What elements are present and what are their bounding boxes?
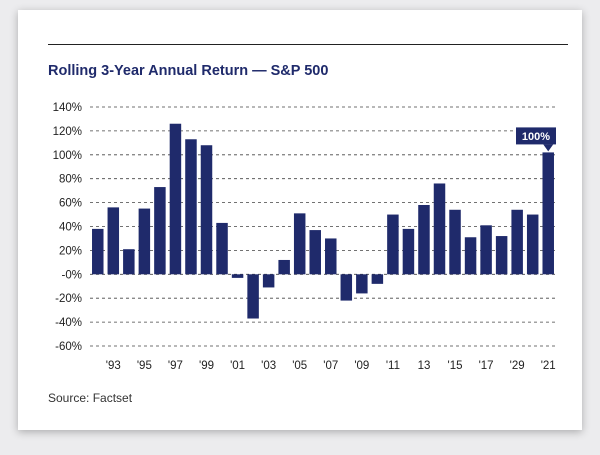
bar — [169, 123, 182, 275]
x-tick-label: '93 — [106, 360, 121, 372]
bar — [418, 204, 430, 275]
chart-card: Rolling 3-Year Annual Return — S&P 500 S… — [18, 10, 582, 430]
y-tick-label: 80% — [59, 174, 82, 186]
bar — [495, 236, 508, 275]
callout-pointer — [543, 144, 554, 152]
x-tick-label: '97 — [168, 360, 183, 372]
bar — [107, 207, 120, 275]
bar-chart: 140%120%100%80%60%40%20%-0%-20%-40%-60% … — [53, 102, 556, 372]
x-tick-label: '03 — [261, 360, 276, 372]
bar — [231, 274, 244, 278]
bar — [402, 228, 415, 275]
x-tick-label: '09 — [354, 360, 369, 372]
bar — [480, 225, 492, 275]
bar — [262, 274, 275, 288]
bar — [371, 274, 384, 284]
bar — [542, 152, 554, 275]
x-tick-label: '95 — [137, 360, 152, 372]
bar — [278, 259, 290, 275]
y-tick-label: -20% — [55, 293, 82, 305]
x-tick-label: '07 — [323, 360, 338, 372]
x-tick-label: '01 — [230, 360, 245, 372]
bar — [92, 228, 104, 275]
x-axis-ticks: '93 '95 '97 '99 '01 '03 '05 '07 '09 '11 13 '15 '17 '2… — [106, 360, 556, 372]
callout-box — [516, 127, 556, 145]
top-rule — [48, 44, 568, 45]
bar — [185, 139, 197, 275]
annotations: 100% — [516, 127, 556, 152]
x-tick-label: '21 — [541, 360, 556, 372]
x-tick-label: '05 — [292, 360, 307, 372]
bar — [511, 209, 523, 275]
y-tick-label: -60% — [55, 341, 82, 353]
bar — [123, 249, 135, 275]
y-tick-label: 120% — [53, 126, 82, 138]
bar — [356, 274, 368, 294]
source-note: Source: Factset — [48, 391, 133, 405]
bar — [138, 208, 151, 275]
bar — [216, 222, 228, 275]
y-tick-label: 100% — [53, 150, 82, 162]
callout-label: 100% — [522, 131, 550, 143]
x-tick-label: '15 — [448, 360, 463, 372]
bar — [433, 183, 446, 275]
y-tick-label: 140% — [53, 102, 82, 114]
y-axis-ticks: 140% 120% 100% 80% 60% 40% 20% -0% -20% -40% -60% — [53, 102, 82, 353]
chart-title: Rolling 3-Year Annual Return — S&P 500 — [48, 63, 329, 79]
bar — [526, 214, 539, 275]
x-tick-label: '99 — [199, 360, 214, 372]
y-tick-label: 60% — [59, 198, 82, 210]
bar — [464, 237, 477, 275]
y-tick-label: -0% — [62, 269, 82, 281]
bar — [449, 209, 461, 275]
x-tick-label: '29 — [510, 360, 525, 372]
bar — [325, 238, 337, 275]
bar — [309, 230, 321, 275]
y-tick-label: 20% — [59, 245, 82, 257]
bars — [92, 123, 554, 319]
bar — [340, 274, 353, 301]
bar — [154, 187, 166, 275]
bar — [247, 274, 259, 319]
x-tick-label: 13 — [418, 360, 431, 372]
bar — [387, 214, 399, 275]
bar — [293, 213, 306, 275]
x-tick-label: '17 — [479, 360, 494, 372]
bar — [200, 145, 213, 275]
x-tick-label: '11 — [386, 360, 400, 372]
y-tick-label: 40% — [59, 222, 82, 234]
y-tick-label: -40% — [55, 317, 82, 329]
